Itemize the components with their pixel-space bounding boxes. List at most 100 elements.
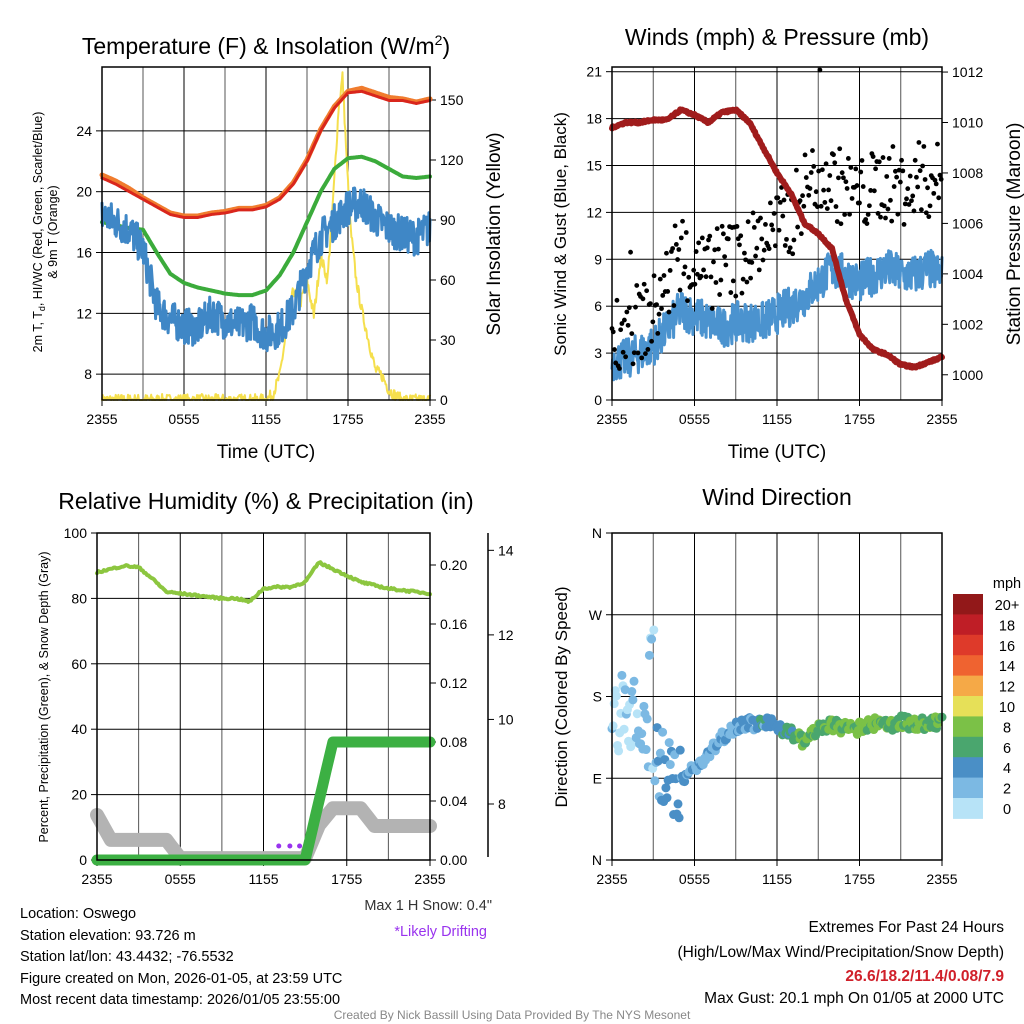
gust-point [884, 174, 890, 179]
gust-point [751, 225, 757, 230]
y2-tick-label: 1004 [952, 266, 983, 282]
y2-tick-label: 60 [440, 272, 456, 288]
gust-point [885, 206, 891, 212]
gust-point [771, 211, 777, 216]
x-tick-label: 1155 [248, 871, 278, 887]
gust-point [904, 196, 909, 202]
gust-point [901, 222, 907, 227]
gust-point [848, 165, 854, 170]
gust-point [645, 347, 651, 352]
y-tick-label: 8 [84, 366, 92, 382]
colorbar-swatch [953, 798, 983, 819]
y-tick-label: 40 [71, 721, 87, 737]
gust-point [618, 327, 624, 333]
gust-point [827, 173, 833, 178]
gust-point [808, 170, 814, 175]
plot-frame [611, 66, 943, 401]
gust-point [865, 212, 871, 217]
drifting-mark [287, 843, 293, 849]
gust-point [617, 366, 622, 371]
y-tick-label: 16 [76, 245, 92, 261]
gust-point [892, 168, 898, 174]
y-tick-label: 15 [586, 157, 602, 173]
gust-point [936, 195, 942, 201]
wind-direction-point [639, 701, 649, 711]
colorbar-label: 14 [999, 659, 1015, 675]
wind-direction-point [629, 676, 639, 686]
gust-point [790, 251, 796, 257]
gust-point [782, 243, 788, 248]
gust-point [680, 218, 685, 224]
station-location: Location: Oswego [20, 906, 137, 922]
gust-point [842, 212, 848, 217]
gust-point [758, 215, 763, 221]
gust-point [793, 167, 799, 173]
x-tick-label: 0555 [679, 871, 710, 887]
gust-point [806, 192, 812, 198]
gust-point [720, 231, 726, 237]
gust-point [678, 235, 684, 241]
gust-point [854, 183, 860, 188]
gust-point [881, 203, 887, 209]
gust-point [906, 202, 912, 207]
wind-direction-point [673, 799, 683, 809]
colorbar-swatch [953, 675, 983, 697]
gust-point [841, 175, 846, 181]
gust-point [843, 179, 849, 185]
wind-direction-point [644, 650, 654, 660]
colorbar-title: mph [993, 576, 1021, 592]
y2-tick-label: 1002 [952, 316, 983, 332]
gust-point [713, 280, 719, 285]
station-elevation: Station elevation: 93.726 m [20, 927, 196, 944]
gust-point [905, 186, 911, 192]
drifting-label: *Likely Drifting [394, 924, 487, 940]
gust-point [712, 247, 718, 253]
colorbar-swatch [953, 655, 983, 677]
gust-point [933, 181, 939, 187]
wind-direction-point [611, 691, 621, 701]
gust-point [888, 197, 893, 203]
gust-point [623, 354, 629, 360]
gust-point [815, 204, 820, 210]
gust-point [709, 306, 715, 311]
gust-point [811, 164, 817, 169]
sonic-wind-line [610, 248, 944, 382]
gust-point [718, 277, 724, 283]
wind-direction-point [655, 748, 665, 758]
colorbar-label: 8 [1003, 720, 1011, 736]
wind-direction-point [649, 625, 659, 635]
y2-tick-label: 1000 [952, 367, 983, 383]
gust-point [786, 249, 792, 255]
gust-point [770, 227, 776, 233]
gust-point [889, 218, 895, 224]
gust-point [864, 221, 870, 227]
gust-point [860, 184, 866, 189]
y-tick-label: N [592, 525, 602, 541]
station-latlon: Station lat/lon: 43.4432; -76.5532 [20, 949, 234, 965]
gust-point [883, 215, 888, 221]
gust-point [920, 163, 926, 169]
gust-point [932, 177, 938, 183]
gust-point [832, 160, 838, 166]
gust-point [739, 290, 745, 296]
gust-point [673, 241, 679, 247]
y2-tick-label: 150 [440, 92, 464, 108]
max-snow-label: Max 1 H Snow: 0.4" [364, 898, 492, 914]
gust-point [753, 253, 758, 259]
gust-point [858, 169, 864, 175]
colorbar-label: 0 [1003, 802, 1011, 818]
gust-point [754, 245, 760, 251]
gust-point [666, 309, 672, 315]
gust-point [831, 152, 836, 158]
colorbar-swatch [953, 594, 983, 615]
gust-point [895, 211, 901, 217]
wind-direction-point [609, 699, 619, 709]
gust-point [667, 268, 673, 273]
gust-point [870, 154, 876, 159]
gust-point [834, 219, 840, 224]
gust-point [650, 319, 656, 325]
gust-point [763, 222, 768, 227]
gust-point [775, 195, 781, 201]
temperature-2m-line [100, 89, 432, 219]
gust-point [670, 246, 676, 251]
